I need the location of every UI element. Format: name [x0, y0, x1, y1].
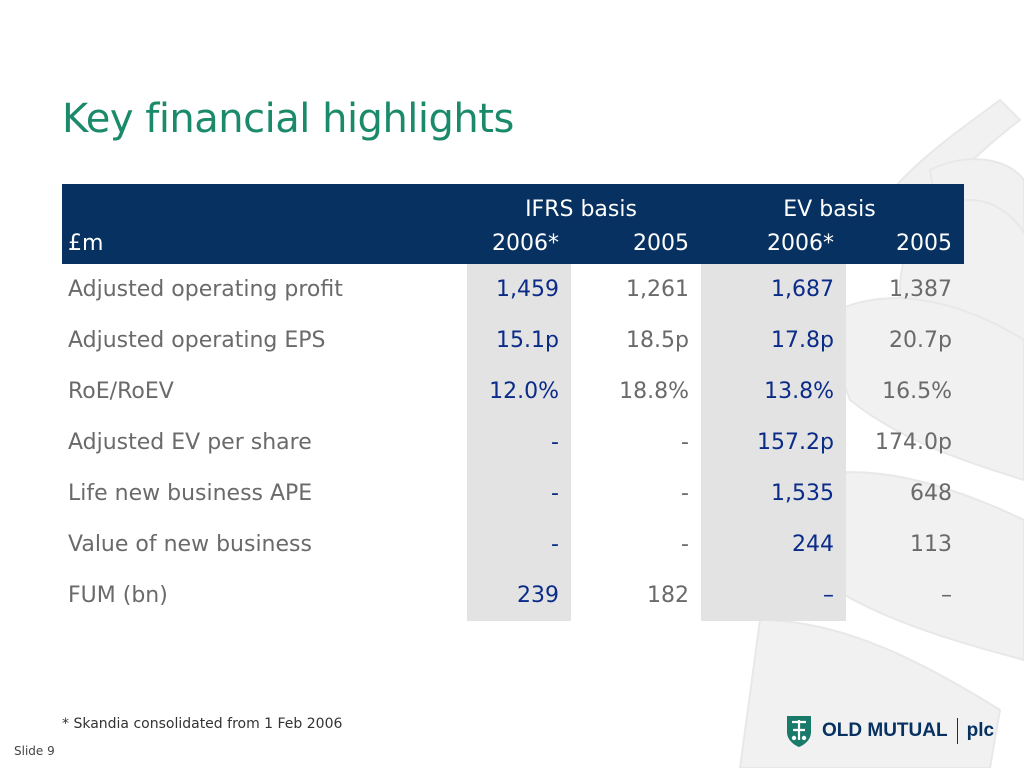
table-row: Adjusted EV per share - - 157.2p 174.0p [62, 417, 964, 468]
row-label: Adjusted operating EPS [68, 328, 326, 353]
ifrs-2006-value: 12.0% [467, 366, 571, 417]
ifrs-2006-value: 15.1p [467, 315, 571, 366]
row-label: Life new business APE [68, 481, 313, 506]
ev-2005-value: – [941, 583, 952, 608]
ev-2006-value: 1,687 [701, 264, 846, 315]
year-header: 2005 [571, 222, 701, 264]
ev-2005-value: 16.5% [882, 379, 952, 404]
ev-2006-value: 17.8p [701, 315, 846, 366]
footnote: * Skandia consolidated from 1 Feb 2006 [62, 716, 343, 732]
ev-2006-value: 1,535 [701, 468, 846, 519]
row-label: Adjusted operating profit [68, 277, 343, 302]
old-mutual-logo: OLD MUTUAL plc [784, 714, 994, 748]
ev-2005-value: 113 [910, 532, 952, 557]
ifrs-2006-value: - [467, 417, 571, 468]
ifrs-2005-value: 182 [647, 583, 689, 608]
header-empty-cell [62, 184, 467, 222]
ifrs-2005-value: 18.8% [619, 379, 689, 404]
row-label: RoE/RoEV [68, 379, 174, 404]
ifrs-2005-value: 1,261 [626, 277, 689, 302]
ifrs-2005-value: - [681, 430, 689, 455]
crest-icon [787, 716, 811, 747]
ifrs-2006-value: - [467, 468, 571, 519]
row-label: FUM (bn) [68, 583, 168, 608]
row-label: Adjusted EV per share [68, 430, 312, 455]
year-header: 2006* [701, 222, 846, 264]
ev-2006-value: 244 [701, 519, 846, 570]
ev-2005-value: 20.7p [889, 328, 952, 353]
ifrs-2005-value: 18.5p [626, 328, 689, 353]
ifrs-2006-value: 1,459 [467, 264, 571, 315]
table-row: Life new business APE - - 1,535 648 [62, 468, 964, 519]
table-row: FUM (bn) 239 182 – – [62, 570, 964, 621]
ifrs-2006-value: - [467, 519, 571, 570]
logo-divider [956, 718, 958, 744]
financial-highlights-table: IFRS basis EV basis £m 2006* 2005 2006* … [62, 184, 964, 621]
header-row-years: £m 2006* 2005 2006* 2005 [62, 222, 964, 264]
ifrs-2005-value: - [681, 532, 689, 557]
ev-2006-value: 13.8% [701, 366, 846, 417]
table-row: RoE/RoEV 12.0% 18.8% 13.8% 16.5% [62, 366, 964, 417]
ifrs-2005-value: - [681, 481, 689, 506]
currency-label: £m [62, 222, 467, 264]
table-row: Adjusted operating EPS 15.1p 18.5p 17.8p… [62, 315, 964, 366]
row-label: Value of new business [68, 532, 312, 557]
year-header: 2005 [846, 222, 964, 264]
ev-2005-value: 1,387 [889, 277, 952, 302]
ev-2006-value: 157.2p [701, 417, 846, 468]
table-row: Value of new business - - 244 113 [62, 519, 964, 570]
ev-2006-value: – [701, 570, 846, 621]
logo-suffix: plc [966, 720, 995, 741]
slide-number: Slide 9 [14, 744, 55, 758]
table-row: Adjusted operating profit 1,459 1,261 1,… [62, 264, 964, 315]
header-row-groups: IFRS basis EV basis [62, 184, 964, 222]
ifrs-2006-value: 239 [467, 570, 571, 621]
page-title: Key financial highlights [62, 96, 514, 142]
ev-2005-value: 174.0p [875, 430, 952, 455]
ev-basis-header: EV basis [701, 184, 964, 222]
logo-name: OLD MUTUAL [822, 720, 948, 741]
ev-2005-value: 648 [910, 481, 952, 506]
year-header: 2006* [467, 222, 571, 264]
ifrs-basis-header: IFRS basis [467, 184, 701, 222]
